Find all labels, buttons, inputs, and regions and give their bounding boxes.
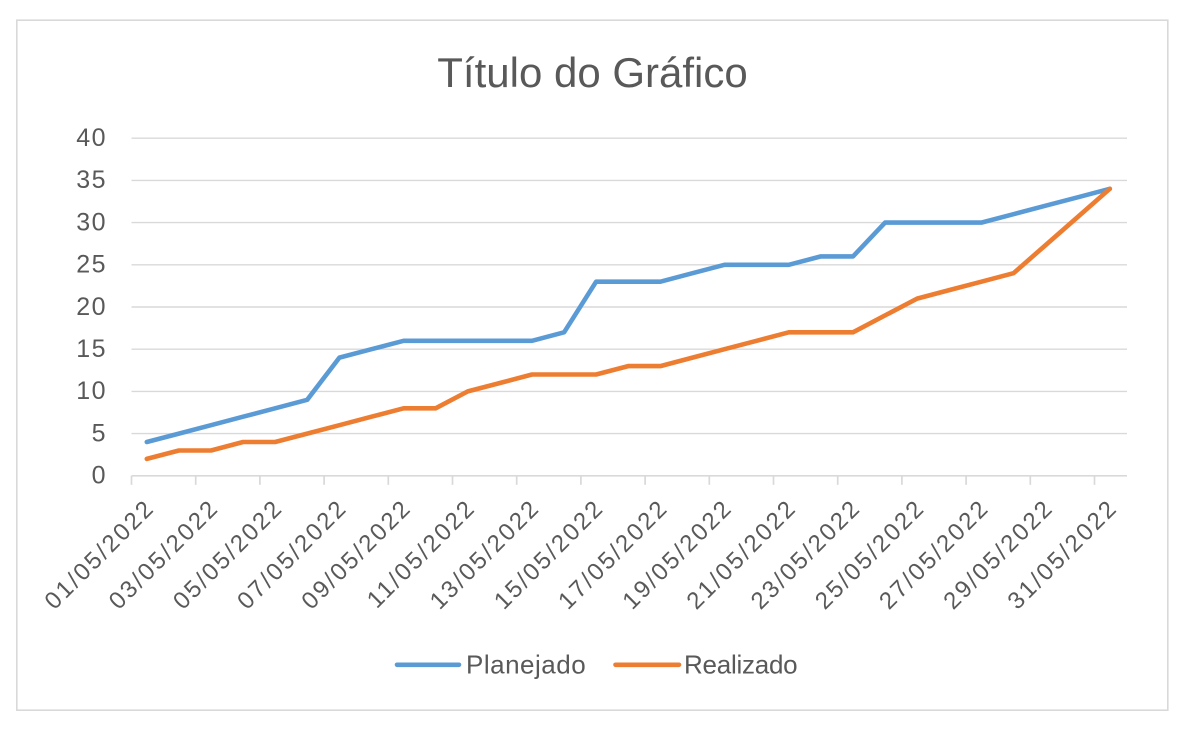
svg-text:35: 35 [76, 166, 107, 194]
svg-text:01/05/2022: 01/05/2022 [40, 494, 161, 615]
svg-text:Título do Gráfico: Título do Gráfico [437, 49, 747, 96]
svg-text:Realizado: Realizado [684, 650, 797, 680]
svg-text:Planejado: Planejado [466, 650, 586, 680]
svg-text:5: 5 [92, 419, 107, 447]
svg-text:30: 30 [76, 208, 107, 236]
svg-text:0: 0 [92, 462, 107, 490]
svg-text:10: 10 [76, 377, 107, 405]
svg-text:25: 25 [76, 251, 107, 279]
svg-text:15: 15 [76, 335, 107, 363]
svg-text:40: 40 [76, 124, 107, 152]
svg-text:20: 20 [76, 293, 107, 321]
